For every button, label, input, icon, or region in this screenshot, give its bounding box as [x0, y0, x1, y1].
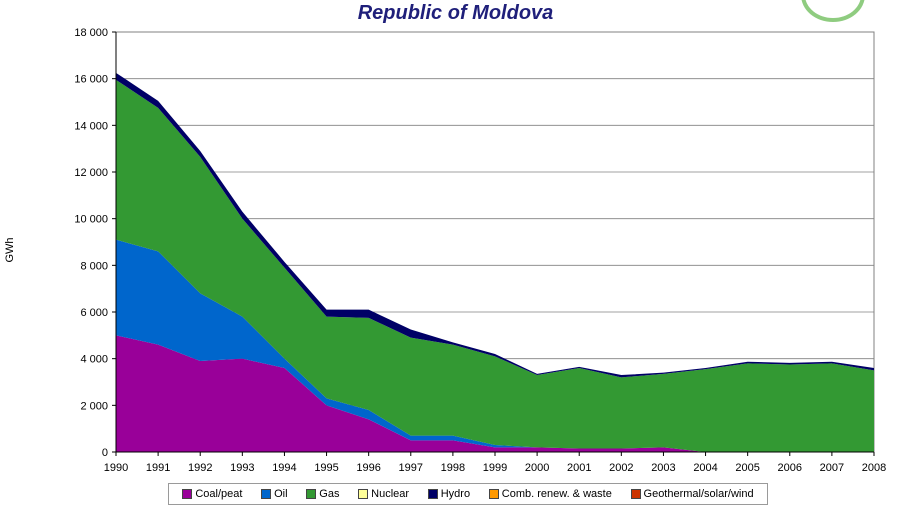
legend-label: Nuclear — [371, 488, 410, 500]
legend-item: Nuclear — [358, 488, 409, 500]
x-tick-label: 1991 — [146, 462, 170, 474]
area-gas — [116, 79, 874, 452]
x-tick-label: 2004 — [693, 462, 717, 474]
y-tick-label: 16 000 — [74, 74, 108, 86]
x-tick-label: 2005 — [735, 462, 759, 474]
x-tick-label: 1994 — [272, 462, 296, 474]
x-tick-label: 2001 — [567, 462, 591, 474]
legend-label: Coal/peat — [195, 488, 243, 500]
y-tick-label: 14 000 — [74, 120, 108, 132]
y-tick-label: 10 000 — [74, 214, 108, 226]
legend-item: Coal/peat — [182, 488, 242, 500]
y-tick-label: 12 000 — [74, 167, 108, 179]
x-tick-label: 2008 — [862, 462, 886, 474]
legend-swatch — [182, 489, 193, 499]
legend-label: Hydro — [440, 488, 471, 500]
x-tick-label: 2002 — [609, 462, 633, 474]
legend-item: Hydro — [427, 488, 471, 500]
legend-swatch — [306, 489, 317, 499]
area-coal-peat — [116, 335, 874, 452]
y-tick-label: 2 000 — [80, 400, 108, 412]
x-tick-label: 2007 — [820, 462, 844, 474]
legend-label: Geothermal/solar/wind — [643, 488, 754, 500]
x-tick-label: 1993 — [230, 462, 254, 474]
x-tick-label: 1996 — [356, 462, 380, 474]
legend-swatch — [488, 489, 499, 499]
legend-label: Gas — [319, 488, 340, 500]
stacked-areas — [116, 72, 874, 452]
legend-item: Geothermal/solar/wind — [630, 488, 754, 500]
legend-item: Gas — [306, 488, 339, 500]
x-tick-label: 2006 — [778, 462, 802, 474]
legend-swatch — [427, 489, 438, 499]
x-tick-label: 1995 — [314, 462, 338, 474]
chart-title: Republic of Moldova — [357, 2, 554, 24]
x-tick-label: 1998 — [441, 462, 465, 474]
y-axis-label: GWh — [4, 237, 16, 262]
legend-swatch — [358, 489, 369, 499]
area-oil — [116, 239, 874, 452]
x-tick-label: 2000 — [525, 462, 549, 474]
y-tick-label: 18 000 — [74, 27, 108, 39]
legend-item: Oil — [261, 488, 288, 500]
legend-swatch — [630, 489, 641, 499]
x-tick-label: 1992 — [188, 462, 212, 474]
legend-item: Comb. renew. & waste — [488, 488, 612, 500]
x-tick-label: 1990 — [104, 462, 128, 474]
x-tick-label: 2003 — [651, 462, 675, 474]
legend-label: Oil — [274, 488, 288, 500]
y-tick-label: 8 000 — [80, 260, 108, 272]
legend-label: Comb. renew. & waste — [501, 488, 612, 500]
x-tick-label: 1997 — [399, 462, 423, 474]
y-tick-label: 6 000 — [80, 307, 108, 319]
axes: 0 2 000 4 000 6 000 8 000 10 000 12 000 14 000 1… — [74, 27, 886, 474]
y-tick-label: 4 000 — [80, 354, 108, 366]
y-tick-label: 0 — [102, 447, 108, 459]
legend: Coal/peat Oil Gas Nuclear Hydro Comb. renew. … — [168, 483, 768, 505]
legend-swatch — [261, 489, 272, 499]
x-tick-label: 1999 — [483, 462, 507, 474]
